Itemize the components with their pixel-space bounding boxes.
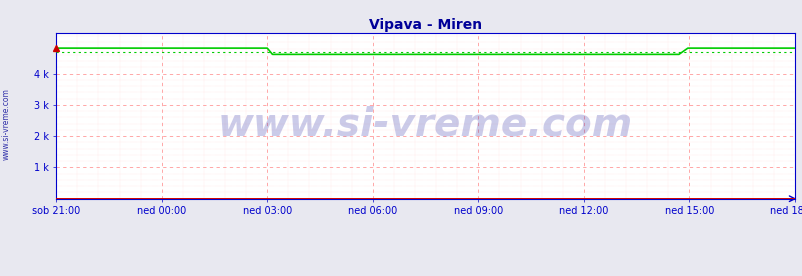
Title: Vipava - Miren: Vipava - Miren	[369, 18, 481, 32]
Text: www.si-vreme.com: www.si-vreme.com	[217, 105, 633, 143]
Text: www.si-vreme.com: www.si-vreme.com	[2, 88, 11, 160]
